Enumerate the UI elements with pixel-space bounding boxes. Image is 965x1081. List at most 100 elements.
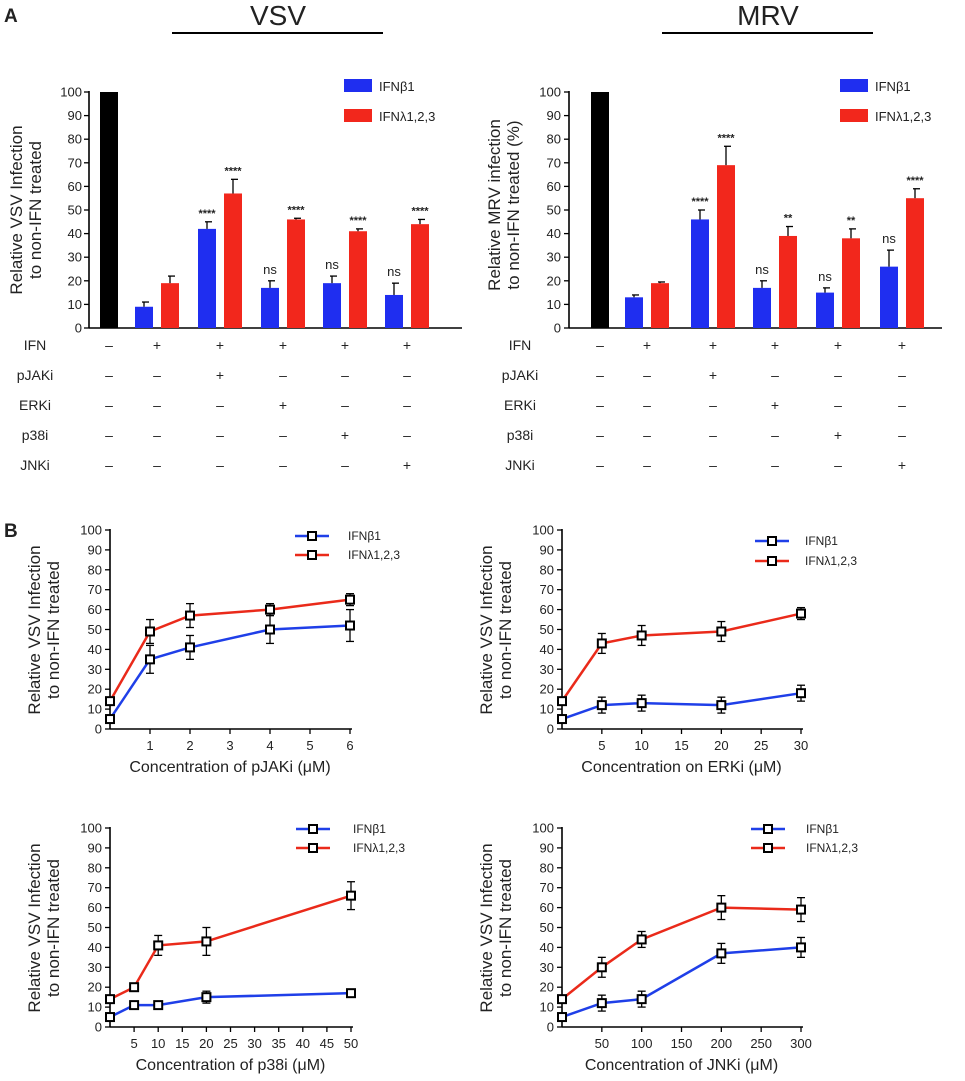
significance-label: ** [847, 215, 856, 227]
y-tick-label: 20 [540, 682, 554, 697]
panel-label-b: B [4, 521, 18, 542]
legend-marker [763, 843, 773, 853]
significance-label: ns [263, 262, 277, 277]
y-tick-label: 0 [95, 722, 102, 737]
bar-ifnl [287, 219, 305, 328]
mrv-bars-chart: MRV 0 10 20 30 40 50 60 70 80 90 100 Relative MRV in… [485, 0, 942, 473]
treatment-symbol: + [279, 337, 287, 353]
x-tick-label: 5 [598, 738, 605, 753]
treatment-symbol: – [105, 367, 113, 383]
treatment-symbol: – [153, 457, 161, 473]
treatment-symbol: – [403, 397, 411, 413]
data-point [145, 626, 155, 637]
y-tick-label: 50 [88, 622, 102, 637]
y-axis-label-line: to non-IFN treated [44, 561, 63, 699]
y-tick-label: 50 [88, 920, 102, 935]
x-tick-label: 300 [790, 1036, 812, 1051]
bar-ifnb [261, 287, 279, 328]
y-tick-label: 30 [540, 662, 554, 677]
treatment-symbol: + [341, 337, 349, 353]
treatment-symbol: + [834, 427, 842, 443]
y-tick-label: 80 [68, 132, 82, 147]
treatment-symbol: – [596, 427, 604, 443]
treatment-symbol: – [596, 367, 604, 383]
y-tick-label: 30 [68, 250, 82, 265]
legend-marker [308, 843, 318, 853]
data-point [636, 630, 647, 641]
x-tick-label: 15 [175, 1036, 189, 1051]
treatment-symbol: – [105, 427, 113, 443]
legend-marker [307, 531, 317, 541]
y-axis-label: Relative MRV infectionto non-IFN treated… [485, 119, 523, 291]
treatment-symbol: – [709, 397, 717, 413]
treatment-symbol: + [403, 337, 411, 353]
treatment-symbol: – [216, 427, 224, 443]
treatment-symbol: – [709, 427, 717, 443]
data-point [185, 610, 195, 621]
treatment-symbol: – [279, 427, 287, 443]
y-tick-label: 10 [88, 702, 102, 717]
y-tick-label: 50 [547, 203, 561, 218]
y-tick-label: 10 [88, 1000, 102, 1015]
y-tick-label: 80 [88, 562, 102, 577]
treatment-symbol: – [643, 367, 651, 383]
legend-label: IFNβ1 [805, 534, 838, 548]
x-tick-label: 10 [634, 738, 648, 753]
y-tick-label: 90 [540, 840, 554, 855]
data-point [596, 998, 607, 1009]
legend-marker [308, 824, 318, 834]
bar-ifnb [323, 283, 341, 328]
y-tick-label: 90 [547, 108, 561, 123]
jnk-line-chart: 0 10 20 30 40 50 60 70 80 90 100 50 100 150 200 250 300 C… [477, 821, 858, 1075]
data-point [265, 624, 275, 635]
significance-label: **** [349, 215, 367, 227]
legend-label-ifnb: IFNβ1 [875, 79, 911, 94]
y-tick-label: 50 [540, 622, 554, 637]
p38-line-chart: 0 10 20 30 40 50 60 70 80 90 100 5 10 15 20 25 30 35 40 45 5… [25, 821, 405, 1075]
y-tick-label: 100 [532, 821, 554, 836]
bar-ifnb [385, 294, 403, 328]
y-tick-label: 100 [80, 821, 102, 836]
data-point [716, 902, 727, 913]
treatment-symbol: – [771, 457, 779, 473]
data-point [153, 940, 164, 951]
chart-title: MRV [737, 0, 799, 31]
treatment-symbol: + [898, 337, 906, 353]
treatment-symbol: – [834, 397, 842, 413]
treatment-symbol: – [596, 397, 604, 413]
treatment-symbol: – [898, 397, 906, 413]
treatment-symbol: + [279, 397, 287, 413]
significance-label: ns [325, 257, 339, 272]
treatment-symbol: – [341, 367, 349, 383]
y-tick-label: 0 [75, 321, 82, 336]
x-axis-label: Concentration of p38i (μM) [136, 1057, 326, 1074]
x-tick-label: 4 [266, 738, 273, 753]
y-tick-label: 0 [554, 321, 561, 336]
y-tick-label: 90 [88, 840, 102, 855]
bar-ifnl [906, 198, 924, 328]
data-point [145, 654, 155, 665]
y-tick-label: 60 [88, 900, 102, 915]
treatment-label: p38i [507, 427, 533, 443]
y-tick-label: 70 [547, 155, 561, 170]
bar-ifnb [753, 287, 771, 328]
series-line-ifnl [109, 894, 352, 1001]
data-point [557, 714, 567, 725]
y-axis-label: Relative VSV Infectionto non-IFN treated [477, 545, 515, 714]
y-tick-label: 60 [547, 179, 561, 194]
x-tick-label: 30 [794, 738, 808, 753]
significance-label: ns [755, 262, 769, 277]
y-tick-label: 50 [68, 203, 82, 218]
legend-marker [763, 824, 773, 834]
data-point [105, 696, 115, 707]
legend-label: IFNλ1,2,3 [806, 841, 858, 855]
y-tick-label: 70 [88, 880, 102, 895]
treatment-symbol: + [403, 457, 411, 473]
series-line-ifnl [561, 906, 802, 1001]
x-tick-label: 5 [130, 1036, 137, 1051]
panel-label-a: A [4, 6, 18, 27]
y-axis-label-line: to non-IFN treated [44, 859, 63, 997]
y-tick-label: 80 [540, 860, 554, 875]
y-axis-label: Relative VSV Infectionto non-IFN treated [7, 125, 45, 294]
